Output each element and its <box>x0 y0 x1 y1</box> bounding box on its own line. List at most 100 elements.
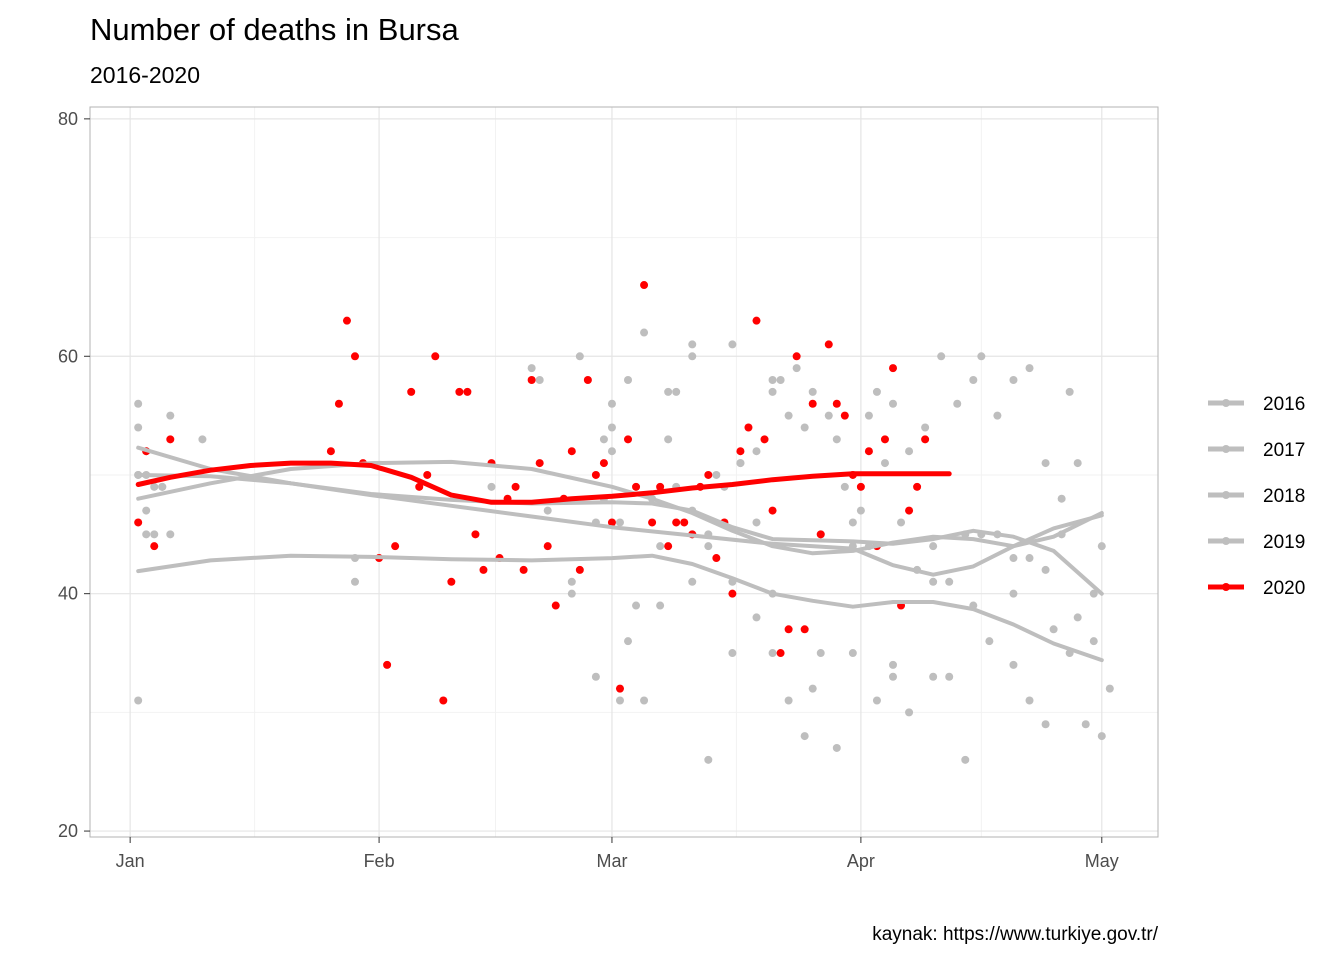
data-point-2019 <box>704 542 713 551</box>
data-point-2017 <box>1081 720 1090 729</box>
data-point-2018 <box>1073 613 1082 622</box>
data-point-2020 <box>728 589 737 598</box>
data-point-2020 <box>640 281 649 290</box>
data-point-2017 <box>728 649 737 658</box>
data-point-2020 <box>415 482 424 491</box>
legend-key-point <box>1222 445 1230 453</box>
data-point-2020 <box>624 435 633 444</box>
data-point-2020 <box>407 387 416 396</box>
data-point-2018 <box>784 411 793 420</box>
data-point-2016 <box>848 649 857 658</box>
data-point-2018 <box>632 601 641 610</box>
data-point-2019 <box>158 482 167 491</box>
data-point-2017 <box>800 732 809 741</box>
smooth-lines-top <box>135 445 1104 663</box>
data-point-2020 <box>768 506 777 515</box>
data-point-2018 <box>945 577 954 586</box>
data-point-2017 <box>615 696 624 705</box>
legend-item-2019: 2019 <box>1208 532 1305 553</box>
data-point-2019 <box>840 482 849 491</box>
legend-item-2018: 2018 <box>1208 486 1305 507</box>
data-point-2020 <box>439 696 448 705</box>
data-point-2019 <box>656 542 665 551</box>
data-point-2020 <box>905 506 914 515</box>
series-points-2018 <box>134 352 1106 622</box>
data-point-2016 <box>166 411 175 420</box>
data-point-2016 <box>1089 637 1098 646</box>
data-point-2019 <box>664 387 673 396</box>
data-point-2018 <box>880 459 889 468</box>
data-point-2017 <box>640 696 649 705</box>
data-point-2018 <box>150 530 159 539</box>
data-point-2020 <box>342 316 351 325</box>
legend-key-point <box>1222 583 1230 591</box>
data-point-2020 <box>889 364 898 373</box>
series-points-2016 <box>134 399 1098 693</box>
data-point-2020 <box>704 470 713 479</box>
data-point-2019 <box>1025 364 1034 373</box>
x-tick-label: Mar <box>596 851 627 871</box>
data-point-2020 <box>752 316 761 325</box>
data-point-2019 <box>567 589 576 598</box>
chart-caption: kaynak: https://www.turkiye.gov.tr/ <box>872 924 1159 945</box>
data-point-2018 <box>1097 542 1106 551</box>
data-point-2018 <box>800 423 809 432</box>
data-point-2018 <box>607 447 616 456</box>
data-point-2017 <box>784 696 793 705</box>
data-point-2018 <box>768 376 777 385</box>
data-point-2020 <box>583 376 592 385</box>
data-point-2017 <box>1105 684 1114 693</box>
data-point-2019 <box>953 399 962 408</box>
data-point-2020 <box>511 482 520 491</box>
data-point-2018 <box>664 435 673 444</box>
legend-item-2016: 2016 <box>1208 394 1305 415</box>
chart-subtitle: 2016-2020 <box>90 62 200 88</box>
data-point-2019 <box>688 340 697 349</box>
smooth-line-2018 <box>136 473 1104 596</box>
data-point-2016 <box>543 506 552 515</box>
data-point-2019 <box>872 387 881 396</box>
data-point-2020 <box>736 447 745 456</box>
data-point-2020 <box>535 459 544 468</box>
data-point-2018 <box>897 518 906 527</box>
data-point-2019 <box>624 376 633 385</box>
data-point-2018 <box>1009 554 1018 563</box>
legend-label: 2016 <box>1263 394 1305 415</box>
data-point-2019 <box>1041 459 1050 468</box>
data-point-2018 <box>535 376 544 385</box>
data-point-2016 <box>889 672 898 681</box>
x-tick-label: Feb <box>364 851 395 871</box>
x-tick-label: Apr <box>847 851 875 871</box>
data-point-2017 <box>350 577 359 586</box>
data-point-2017 <box>1025 696 1034 705</box>
legend-item-2020: 2020 <box>1208 578 1305 599</box>
data-point-2020 <box>784 625 793 634</box>
data-point-2020 <box>150 542 159 551</box>
data-point-2020 <box>792 352 801 361</box>
y-tick-label: 80 <box>58 109 78 129</box>
data-point-2020 <box>824 340 833 349</box>
smooth-line-2017 <box>136 553 1104 663</box>
legend-label: 2017 <box>1263 440 1305 461</box>
series-points-2019 <box>134 328 1082 598</box>
data-point-2020 <box>326 447 335 456</box>
data-point-2018 <box>752 518 761 527</box>
data-point-2018 <box>527 364 536 373</box>
data-point-2017 <box>567 577 576 586</box>
data-point-2018 <box>1025 554 1034 563</box>
data-point-2019 <box>752 447 761 456</box>
legend-label: 2018 <box>1263 486 1305 507</box>
data-point-2017 <box>1041 720 1050 729</box>
data-point-2020 <box>656 482 665 491</box>
data-point-2018 <box>615 518 624 527</box>
data-point-2020 <box>455 387 464 396</box>
data-point-2019 <box>768 387 777 396</box>
data-point-2020 <box>599 459 608 468</box>
data-point-2020 <box>423 470 432 479</box>
data-point-2019 <box>1009 376 1018 385</box>
legend-label: 2019 <box>1263 532 1305 553</box>
data-point-2018 <box>1089 589 1098 598</box>
legend-key-point <box>1222 537 1230 545</box>
y-tick-label: 60 <box>58 346 78 366</box>
data-point-2019 <box>688 352 697 361</box>
